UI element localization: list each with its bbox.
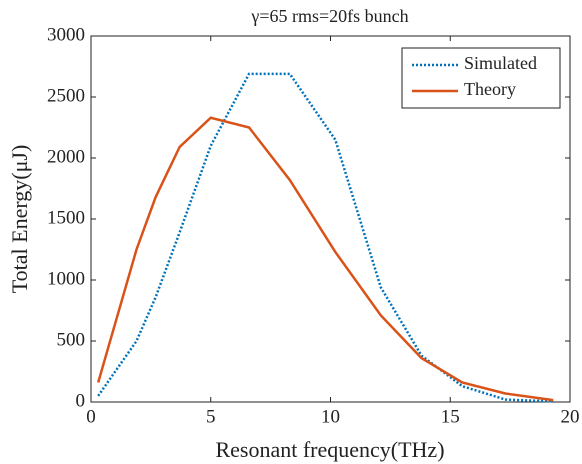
y-tick-label: 2500 — [47, 85, 85, 106]
y-axis-label: Total Energy(μJ) — [7, 145, 32, 294]
x-tick-label: 15 — [441, 406, 460, 427]
x-tick-label: 20 — [561, 406, 580, 427]
y-tick-label: 2000 — [47, 146, 85, 167]
x-tick-label: 5 — [206, 406, 216, 427]
legend-label: Simulated — [464, 53, 537, 73]
y-tick-label: 0 — [76, 390, 86, 411]
x-tick-label: 10 — [321, 406, 340, 427]
y-tick-label: 1000 — [47, 268, 85, 289]
chart-title: γ=65 rms=20fs bunch — [250, 6, 408, 26]
y-tick-label: 3000 — [47, 24, 85, 45]
y-tick-label: 1500 — [47, 207, 85, 228]
x-axis-label: Resonant frequency(THz) — [215, 437, 444, 462]
legend-label: Theory — [464, 79, 516, 99]
line-series — [96, 116, 554, 402]
x-tick-label: 0 — [86, 406, 96, 427]
legend-box — [401, 47, 561, 109]
y-tick-label: 500 — [57, 329, 86, 350]
